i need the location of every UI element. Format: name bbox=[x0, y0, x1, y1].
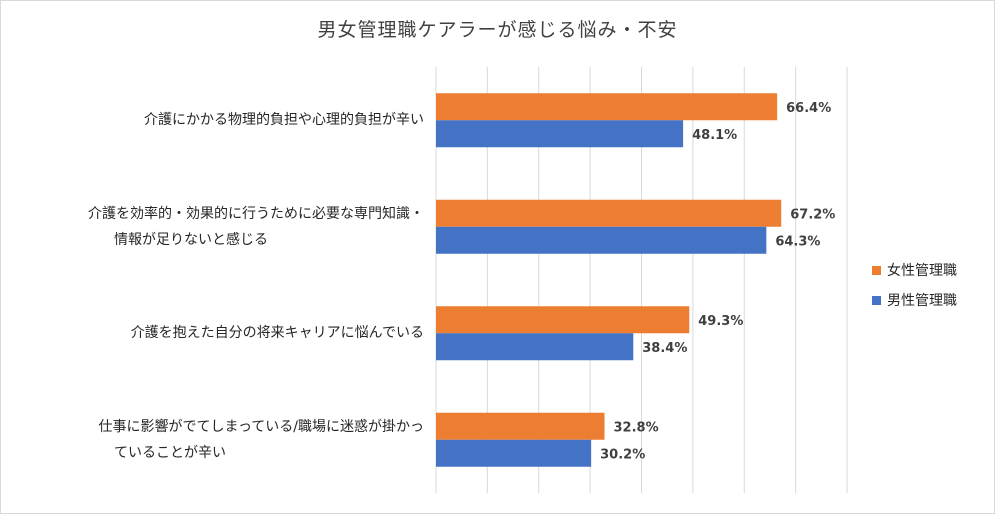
data-label-female-1: 67.2% bbox=[790, 207, 835, 222]
data-label-male-2: 38.4% bbox=[642, 341, 687, 356]
legend-swatch-female bbox=[872, 265, 881, 275]
category-label-line: 介護を抱えた自分の将来キャリアに悩んでいる bbox=[130, 325, 424, 342]
bar-male-1 bbox=[436, 226, 767, 254]
data-label-female-3: 32.8% bbox=[614, 420, 659, 435]
bar-male-2 bbox=[436, 333, 634, 361]
bar-female-2 bbox=[436, 306, 690, 334]
category-label-1: 介護を効率的・効果的に行うために必要な専門知識・情報が足りないと感じる bbox=[4, 201, 424, 253]
data-label-female-0: 66.4% bbox=[786, 101, 831, 116]
category-label-line: ていることが辛い bbox=[114, 444, 226, 461]
bar-male-0 bbox=[436, 120, 684, 148]
category-label-2: 介護を抱えた自分の将来キャリアに悩んでいる bbox=[4, 320, 424, 346]
legend-label-female: 女性管理職 bbox=[887, 263, 957, 279]
data-label-female-2: 49.3% bbox=[698, 314, 743, 329]
legend-item-male: 男性管理職 bbox=[872, 285, 957, 315]
bar-female-1 bbox=[436, 199, 782, 227]
legend: 女性管理職 男性管理職 bbox=[872, 255, 957, 315]
bar-female-0 bbox=[436, 93, 778, 121]
category-label-3: 仕事に影響がでてしまっている/職場に迷惑が掛かっていることが辛い bbox=[4, 414, 424, 466]
data-label-male-3: 30.2% bbox=[600, 447, 645, 462]
category-label-line: 情報が足りないと感じる bbox=[114, 231, 268, 248]
data-label-male-1: 64.3% bbox=[775, 234, 820, 249]
legend-swatch-male bbox=[872, 295, 881, 305]
category-label-line: 介護を効率的・効果的に行うために必要な専門知識・ bbox=[88, 205, 424, 222]
data-label-male-0: 48.1% bbox=[692, 128, 737, 143]
chart-title: 男女管理職ケアラーが感じる悩み・不安 bbox=[317, 19, 678, 41]
category-label-0: 介護にかかる物理的負担や心理的負担が辛い bbox=[4, 107, 424, 133]
legend-item-female: 女性管理職 bbox=[872, 255, 957, 285]
bar-female-3 bbox=[436, 412, 605, 440]
legend-label-male: 男性管理職 bbox=[887, 293, 957, 309]
bar-male-3 bbox=[436, 439, 592, 467]
category-label-line: 介護にかかる物理的負担や心理的負担が辛い bbox=[144, 112, 424, 129]
category-label-line: 仕事に影響がでてしまっている/職場に迷惑が掛かっ bbox=[98, 418, 424, 435]
